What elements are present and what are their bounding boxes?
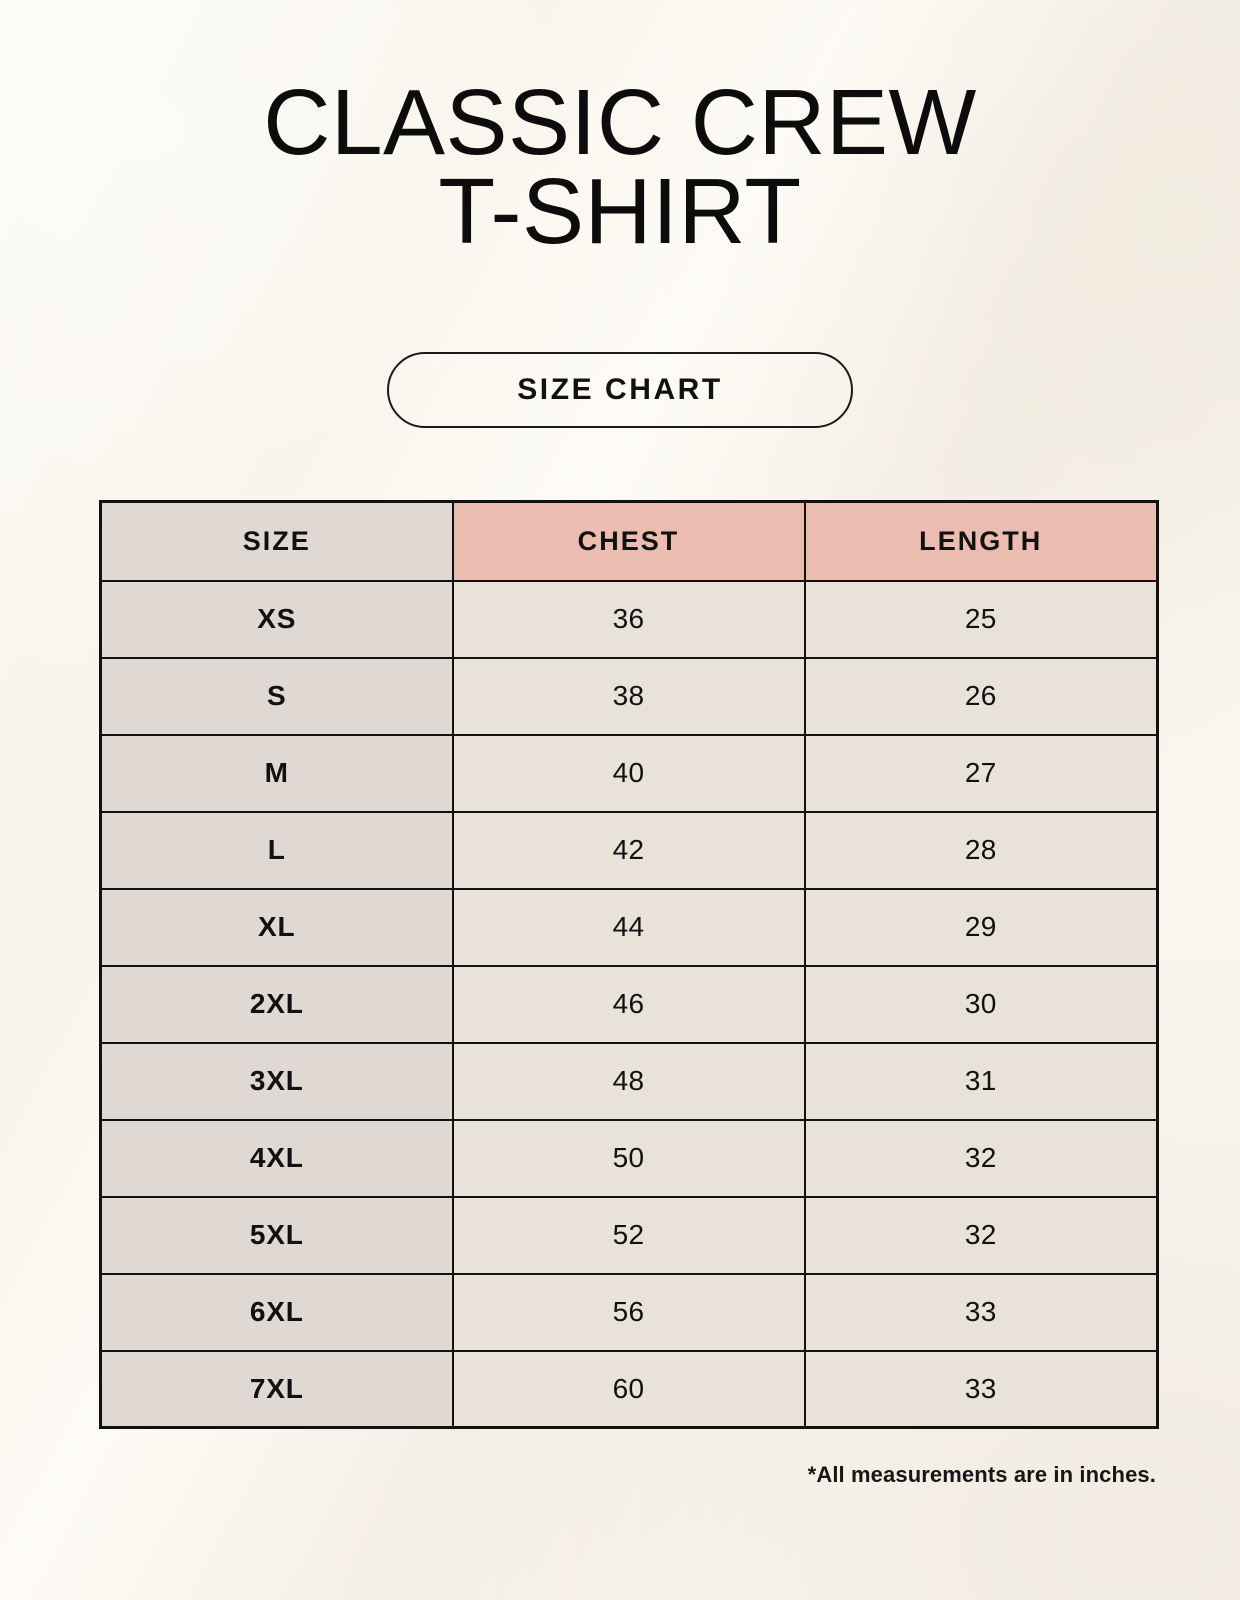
page-title: CLASSIC CREW T-SHIRT	[263, 70, 977, 264]
cell-length: 26	[803, 656, 1159, 736]
column-header-chest: CHEST	[451, 500, 806, 582]
cell-chest: 46	[451, 964, 806, 1044]
cell-size: XL	[99, 887, 454, 967]
cell-length: 29	[803, 887, 1159, 967]
cell-length: 31	[803, 1041, 1159, 1121]
size-chart-badge: SIZE CHART	[387, 352, 853, 428]
cell-chest: 50	[451, 1118, 806, 1198]
cell-size: 6XL	[99, 1272, 454, 1352]
table-header: SIZE CHEST LENGTH	[99, 500, 1159, 582]
column-header-size: SIZE	[99, 500, 454, 582]
cell-length: 27	[803, 733, 1159, 813]
table-body: XS 36 25 S 38 26 M 40 27 L 42 28 XL 44 29 2XL 46 30 3XL 48 3…	[99, 579, 1159, 1429]
cell-length: 28	[803, 810, 1159, 890]
table-row: L 42 28	[99, 810, 1159, 890]
cell-size: S	[99, 656, 454, 736]
cell-length: 32	[803, 1118, 1159, 1198]
cell-size: 5XL	[99, 1195, 454, 1275]
cell-size: 3XL	[99, 1041, 454, 1121]
cell-size: 7XL	[99, 1349, 454, 1429]
cell-chest: 38	[451, 656, 806, 736]
table-row: 4XL 50 32	[99, 1118, 1159, 1198]
cell-size: L	[99, 810, 454, 890]
table-row: XS 36 25	[99, 579, 1159, 659]
table-row: XL 44 29	[99, 887, 1159, 967]
table-row: S 38 26	[99, 656, 1159, 736]
cell-chest: 44	[451, 887, 806, 967]
cell-size: M	[99, 733, 454, 813]
cell-size: 2XL	[99, 964, 454, 1044]
cell-length: 33	[803, 1272, 1159, 1352]
table-row: 3XL 48 31	[99, 1041, 1159, 1121]
cell-size: XS	[99, 579, 454, 659]
cell-size: 4XL	[99, 1118, 454, 1198]
cell-length: 30	[803, 964, 1159, 1044]
cell-length: 33	[803, 1349, 1159, 1429]
cell-chest: 48	[451, 1041, 806, 1121]
measurement-units-note: *All measurements are in inches.	[807, 1462, 1156, 1487]
cell-chest: 56	[451, 1272, 806, 1352]
cell-chest: 36	[451, 579, 806, 659]
cell-chest: 60	[451, 1349, 806, 1429]
size-chart-table: SIZE CHEST LENGTH XS 36 25 S 38 26 M 40 27 L 42 28 X…	[99, 500, 1159, 1429]
cell-length: 25	[803, 579, 1159, 659]
cell-chest: 52	[451, 1195, 806, 1275]
column-header-length: LENGTH	[803, 500, 1159, 582]
cell-length: 32	[803, 1195, 1159, 1275]
cell-chest: 40	[451, 733, 806, 813]
table-header-row: SIZE CHEST LENGTH	[99, 500, 1159, 582]
table-row: 5XL 52 32	[99, 1195, 1159, 1275]
table-row: M 40 27	[99, 733, 1159, 813]
badge-container: SIZE CHART	[0, 352, 1240, 428]
table-row: 7XL 60 33	[99, 1349, 1159, 1429]
table-row: 2XL 46 30	[99, 964, 1159, 1044]
table-row: 6XL 56 33	[99, 1272, 1159, 1352]
cell-chest: 42	[451, 810, 806, 890]
